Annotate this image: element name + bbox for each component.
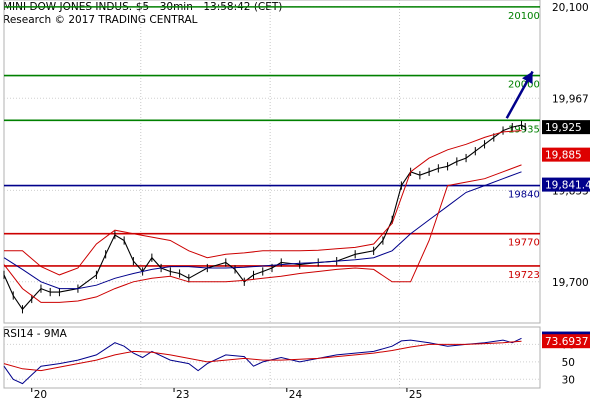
level-label: 20100 [508,11,540,22]
level-label: 19935 [508,124,540,135]
price-badge [542,147,590,162]
rsi-title: RSI14 - 9MA [3,328,67,340]
y-tick-label: 19,700 [552,277,589,289]
y-tick-label: 19,967 [552,93,589,105]
price-badge-label: 19,841.4 [545,180,590,192]
price-badge [542,177,590,192]
level-label: 19840 [508,190,540,201]
copyright-text: Research © 2017 TRADING CENTRAL [3,14,198,26]
rsi-y-tick-label: 30 [562,374,575,386]
x-tick-label: 24 [289,389,303,400]
level-label: 19770 [508,238,540,249]
price-badge-label: 19,925 [545,122,582,134]
rsi-panel-frame [3,326,541,389]
forecast-arrow-head [522,71,533,85]
series-lower-band [3,164,522,303]
rsi-y-tick-label: 50 [562,357,575,369]
level-label: 19723 [508,270,540,281]
rsi-badge [542,334,590,349]
price-badge [542,120,590,135]
y-tick-label: 20,100 [552,2,589,14]
x-tick-label: 20 [34,389,47,400]
price-panel-frame [3,0,541,324]
series-middle-band [3,171,522,290]
x-tick-label: 25 [409,389,422,400]
price-badge-label: 19,885 [545,150,582,162]
rsi-badge-label: 73.6937 [545,336,588,348]
x-tick-label: 23 [176,389,189,400]
rsi-series-rsi14 [3,337,522,385]
rsi-series-9ma [3,340,522,372]
series-upper-band [4,130,522,276]
